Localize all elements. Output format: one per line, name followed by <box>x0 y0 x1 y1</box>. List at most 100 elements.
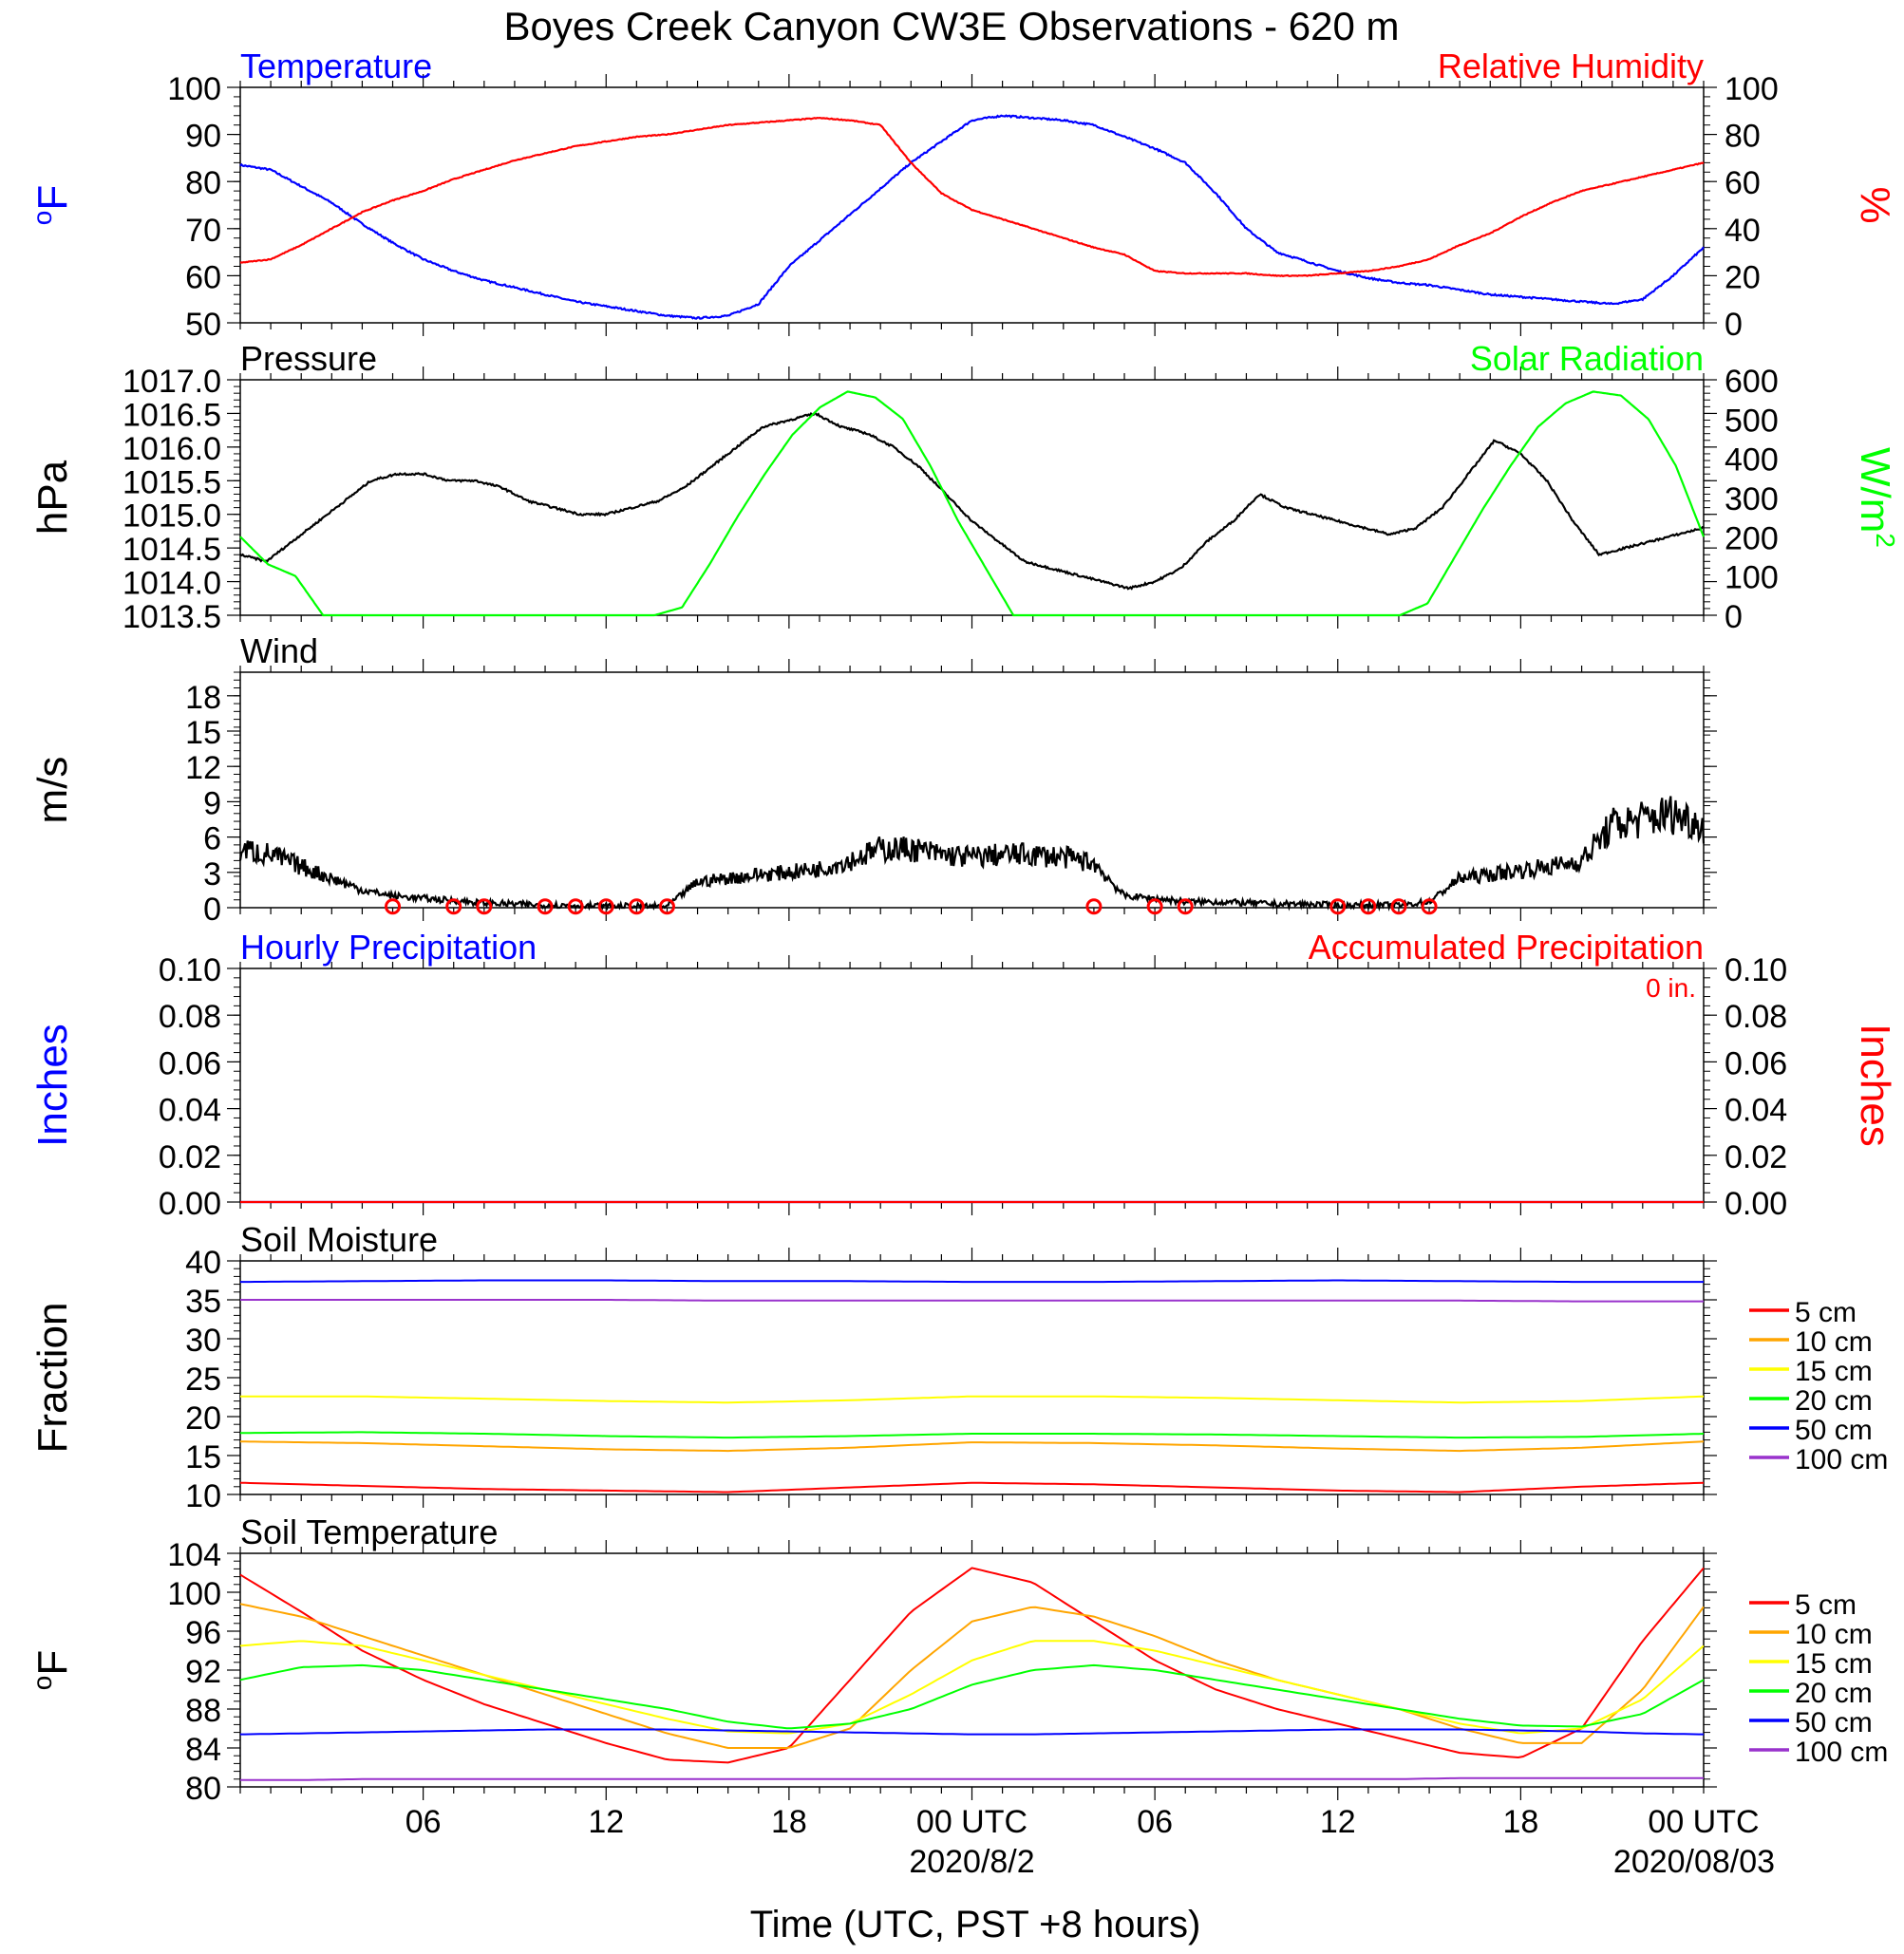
y-axis-label-right: % <box>1852 186 1898 223</box>
y-tick-label-left: 0.02 <box>159 1139 221 1175</box>
calm-wind-marker <box>385 898 402 915</box>
y-tick-label-left: 104 <box>167 1537 221 1573</box>
plot-frame <box>239 968 1705 1203</box>
panel-title-left: Soil Moisture <box>240 1220 438 1259</box>
x-tick-label: 18 <box>1502 1804 1538 1840</box>
panel-title-right: Relative Humidity <box>1438 47 1704 85</box>
series-line-20-cm <box>239 1663 1705 1730</box>
y-tick-label-left: 60 <box>185 259 221 295</box>
panel-title-left: Pressure <box>240 339 377 378</box>
y-tick-label-left: 0.06 <box>159 1045 221 1081</box>
x-tick-label: 00 UTC <box>916 1804 1027 1840</box>
y-tick-label-left: 50 <box>185 307 221 343</box>
y-tick-label-right: 0.10 <box>1725 952 1787 988</box>
plot-frame <box>239 379 1705 616</box>
legend-label: 10 cm <box>1795 1619 1873 1650</box>
calm-wind-marker <box>445 898 462 915</box>
y-tick-label-right: 20 <box>1725 259 1761 295</box>
y-tick-label-left: 1016.0 <box>123 431 221 467</box>
legend-label: 100 cm <box>1795 1444 1888 1475</box>
x-axis: 06 12 18 00 UTC 06 12 18 00 UTC 2020/8/2 2020/08/… <box>405 1804 1775 1880</box>
y-axis-label-left: oF <box>28 185 76 225</box>
y-tick-label-left: 96 <box>185 1615 221 1651</box>
series-line-50-cm <box>240 1728 1704 1736</box>
legend-label: 5 cm <box>1795 1297 1857 1328</box>
y-tick-label-left: 0.08 <box>159 999 221 1035</box>
y-tick-label-right: 60 <box>1725 165 1761 201</box>
calm-wind-marker <box>597 898 614 915</box>
series-line-5-cm <box>239 1481 1705 1494</box>
y-tick-label-right: 80 <box>1725 119 1761 155</box>
series-line-15-cm <box>240 1395 1705 1404</box>
y-tick-label-left: 18 <box>185 680 221 716</box>
panel-title-left: Wind <box>240 631 318 670</box>
y-tick-label-left: 80 <box>185 1771 221 1807</box>
series-line-100-cm <box>240 1299 1704 1303</box>
y-tick-label-left: 0.10 <box>159 952 221 988</box>
x-tick-label: 06 <box>405 1804 442 1840</box>
panel-title-right: Accumulated Precipitation <box>1309 928 1704 967</box>
y-tick-label-right: 400 <box>1725 442 1779 479</box>
y-tick-label-left: 3 <box>203 856 221 892</box>
calm-wind-marker <box>628 898 645 915</box>
legend-label: 15 cm <box>1795 1356 1873 1387</box>
legend-label: 50 cm <box>1795 1415 1873 1446</box>
y-tick-label-left: 15 <box>185 1439 221 1475</box>
y-tick-label-right: 500 <box>1725 403 1779 439</box>
legend-label: 10 cm <box>1795 1326 1873 1358</box>
y-tick-label-right: 0.04 <box>1725 1093 1787 1129</box>
calm-wind-marker <box>1421 898 1438 915</box>
y-tick-label-left: 100 <box>167 71 221 107</box>
y-tick-label-left: 0 <box>203 892 221 928</box>
y-tick-label-left: 35 <box>185 1284 221 1320</box>
y-axis-label-left: oF <box>28 1650 76 1690</box>
series-line-5-cm <box>239 1567 1705 1764</box>
series-line-15-cm <box>239 1640 1705 1735</box>
legend-label: 100 cm <box>1795 1737 1888 1768</box>
y-tick-label-left: 1017.0 <box>123 364 221 400</box>
y-axis-label-left: Inches <box>29 1024 76 1147</box>
y-tick-label-left: 30 <box>185 1323 221 1359</box>
x-tick-label: 06 <box>1137 1804 1173 1840</box>
calm-wind-marker <box>537 898 554 915</box>
y-tick-label-left: 70 <box>185 213 221 249</box>
y-axis-label-left: hPa <box>29 460 76 535</box>
series-line-50-cm <box>240 1279 1704 1284</box>
y-tick-label-right: 200 <box>1725 520 1779 556</box>
panel-2: 1013.51014.01014.51015.01015.51016.01016… <box>29 339 1900 635</box>
y-tick-label-left: 1015.0 <box>123 498 221 535</box>
y-tick-label-right: 0 <box>1725 307 1743 343</box>
y-tick-label-right: 300 <box>1725 481 1779 517</box>
series-line-pressure <box>239 411 1704 591</box>
x-tick-label: 12 <box>1320 1804 1356 1840</box>
y-tick-label-left: 40 <box>185 1245 221 1281</box>
calm-wind-marker <box>1085 898 1103 915</box>
legend-label: 50 cm <box>1795 1707 1873 1738</box>
calm-wind-marker <box>1177 898 1194 915</box>
y-axis-label-left: m/s <box>29 757 76 824</box>
y-tick-label-right: 0.06 <box>1725 1045 1787 1081</box>
y-tick-label-right: 0.08 <box>1725 999 1787 1035</box>
calm-wind-marker <box>476 898 493 915</box>
x-tick-label: 18 <box>771 1804 807 1840</box>
y-tick-label-right: 100 <box>1725 560 1779 596</box>
y-tick-label-right: 100 <box>1725 71 1779 107</box>
y-tick-label-right: 40 <box>1725 213 1761 249</box>
panel-title-left: Temperature <box>240 47 432 85</box>
y-tick-label-left: 1014.5 <box>123 532 221 568</box>
panel-title-left: Hourly Precipitation <box>240 928 537 967</box>
legend-label: 15 cm <box>1795 1648 1873 1680</box>
x-tick-label: 12 <box>588 1804 624 1840</box>
y-tick-label-left: 1016.5 <box>123 397 221 433</box>
y-tick-label-left: 0.00 <box>159 1186 221 1222</box>
y-tick-label-left: 88 <box>185 1693 221 1729</box>
y-tick-label-left: 25 <box>185 1362 221 1398</box>
calm-wind-marker <box>658 898 675 915</box>
y-tick-label-right: 0.02 <box>1725 1139 1787 1175</box>
